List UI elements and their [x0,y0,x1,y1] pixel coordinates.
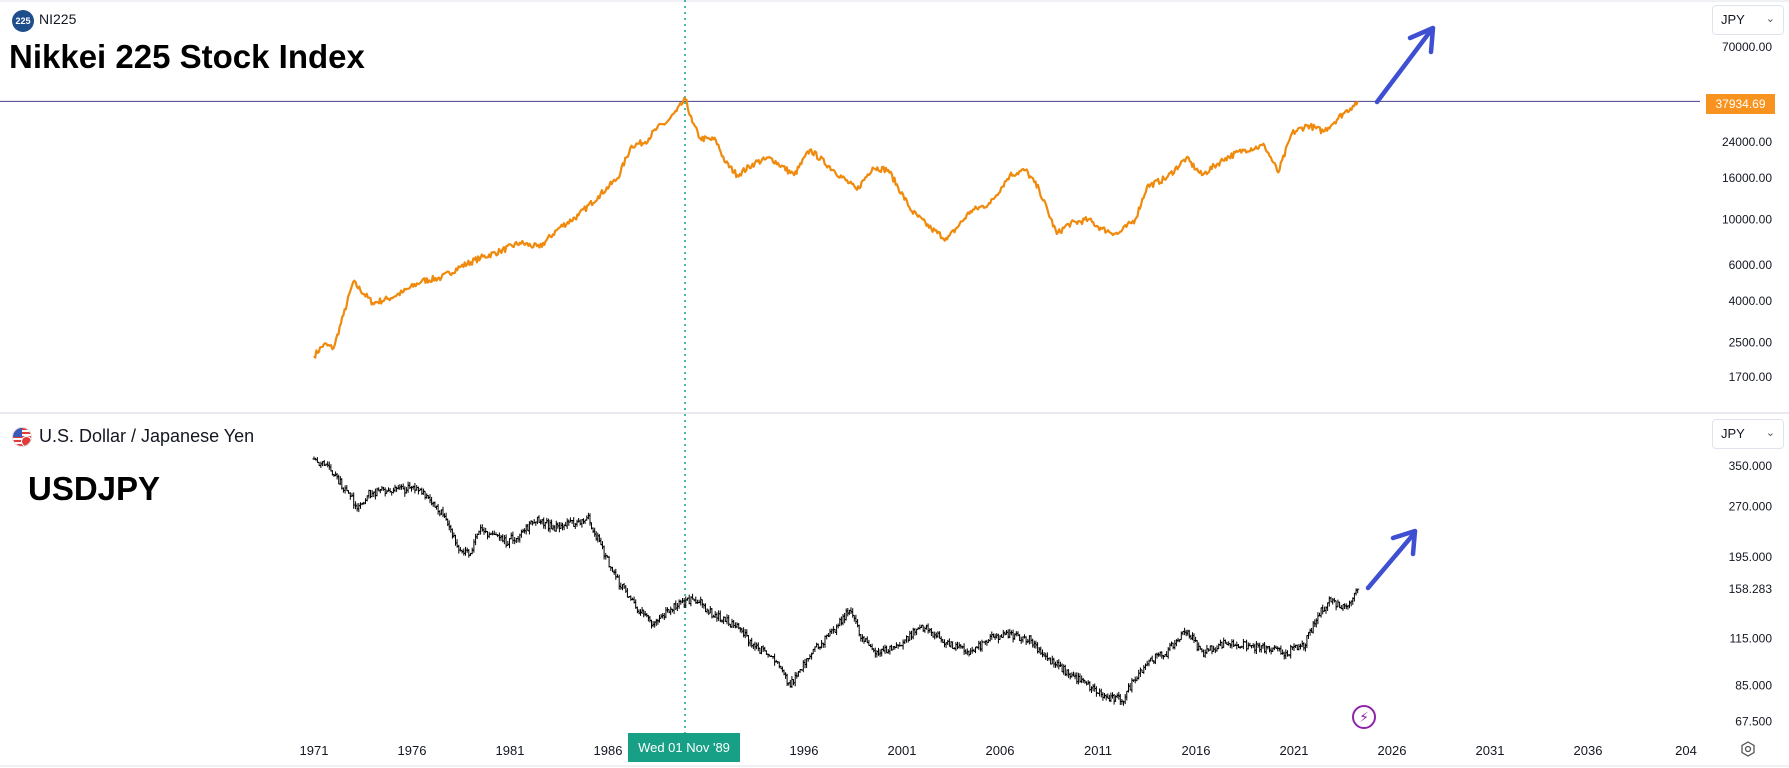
crosshair-date-label: Wed 01 Nov '89 [628,733,740,762]
arrow-icon [1365,528,1418,591]
x-tick-label: 2011 [1084,743,1112,758]
y-tick-label: 6000.00 [1729,258,1773,272]
y-tick-label: 1700.00 [1729,370,1773,384]
y-tick-label: 350.000 [1729,459,1773,473]
y-tick-label: 2500.00 [1729,336,1773,350]
x-tick-label: 204 [1675,743,1697,758]
settings-icon[interactable] [1740,741,1756,757]
y-tick-label: 16000.00 [1722,171,1772,185]
y-tick-label: 195.000 [1729,550,1773,564]
chevron-down-icon: ⌄ [1765,427,1775,439]
last-price-badge: 37934.69 [1706,94,1775,114]
chart-title-bottom: USDJPY [28,470,161,507]
y-tick-label: 67.500 [1735,714,1772,728]
y-tick-label: 24000.00 [1722,135,1772,149]
symbol-label-top[interactable]: NI225 [39,11,77,27]
x-tick-label: 2021 [1280,743,1309,758]
nikkei-line [313,96,1359,359]
x-tick-label: 2006 [986,743,1015,758]
y-tick-label: 10000.00 [1722,213,1772,227]
arrow-icon [1374,25,1436,105]
symbol-logo-icon: 225 [12,10,34,32]
chart-title-top: Nikkei 225 Stock Index [9,38,365,75]
currency-label-top: JPY [1721,12,1745,27]
x-tick-label: 2026 [1378,743,1407,758]
x-tick-label: 1976 [398,743,427,758]
x-tick-label: 1986 [594,743,623,758]
lightning-icon[interactable]: ⚡︎ [1352,705,1376,729]
currency-select-bottom[interactable]: JPY ⌄ [1712,419,1784,449]
x-tick-label: 1971 [300,743,329,758]
y-tick-label: 70000.00 [1722,40,1772,54]
chevron-down-icon: ⌄ [1765,13,1775,25]
y-tick-label: 270.000 [1729,499,1773,513]
flag-icon [12,427,32,447]
y-tick-label: 115.000 [1730,632,1773,646]
y-tick-label: 4000.00 [1729,294,1773,308]
x-tick-label: 1981 [496,743,525,758]
y-tick-label: 85.000 [1735,679,1772,693]
currency-select-top[interactable]: JPY ⌄ [1712,5,1784,35]
x-tick-label: 2031 [1476,743,1505,758]
symbol-label-bottom[interactable]: U.S. Dollar / Japanese Yen [39,426,255,446]
x-tick-label: 2016 [1182,743,1211,758]
x-tick-label: 2036 [1574,743,1603,758]
x-tick-label: 1996 [790,743,819,758]
currency-label-bottom: JPY [1721,426,1745,441]
y-tick-label: 158.283 [1729,582,1773,596]
x-tick-label: 2001 [888,743,917,758]
